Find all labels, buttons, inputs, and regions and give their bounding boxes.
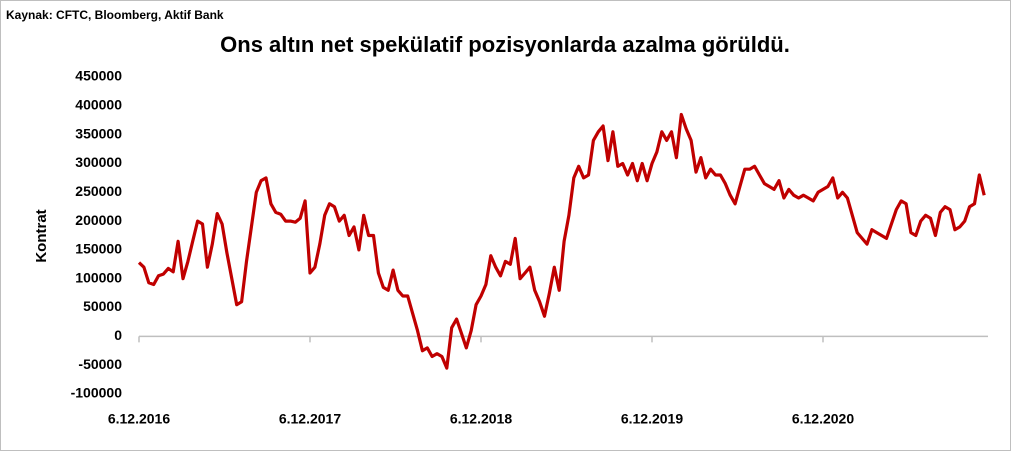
x-tick-label: 6.12.2020 — [792, 411, 854, 427]
y-tick-label: 400000 — [75, 97, 122, 113]
y-tick-label: -50000 — [78, 356, 122, 372]
x-tick-label: 6.12.2019 — [621, 411, 683, 427]
y-tick-label: 50000 — [83, 298, 122, 314]
y-tick-label: 150000 — [75, 241, 122, 257]
source: Kaynak: CFTC, Bloomberg, Aktif Bank — [6, 8, 224, 22]
chart-title: Ons altın net spekülatif pozisyonlarda a… — [220, 32, 790, 57]
y-tick-label: -100000 — [71, 385, 123, 401]
y-tick-label: 450000 — [75, 68, 122, 84]
y-axis-label: Kontrat — [33, 209, 50, 262]
y-tick-label: 350000 — [75, 125, 122, 141]
y-tick-label: 200000 — [75, 212, 122, 228]
x-tick-label: 6.12.2018 — [450, 411, 512, 427]
y-tick-label: 300000 — [75, 154, 122, 170]
y-tick-label: 250000 — [75, 183, 122, 199]
x-tick-label: 6.12.2016 — [108, 411, 170, 427]
y-tick-label: 0 — [114, 327, 122, 343]
x-tick-label: 6.12.2017 — [279, 411, 341, 427]
data-line — [137, 112, 986, 370]
y-tick-label: 100000 — [75, 269, 122, 285]
